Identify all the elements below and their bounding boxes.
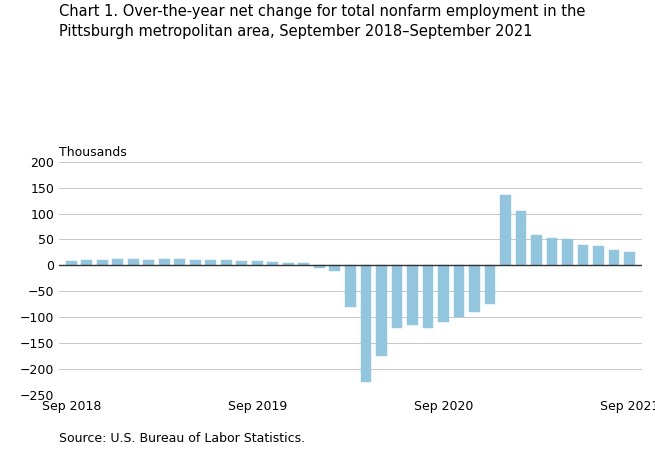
Bar — [360, 265, 371, 382]
Bar — [252, 261, 263, 265]
Text: Source: U.S. Bureau of Labor Statistics.: Source: U.S. Bureau of Labor Statistics. — [59, 431, 305, 445]
Bar — [329, 265, 341, 271]
Bar — [345, 265, 356, 307]
Bar — [485, 265, 495, 304]
Bar — [624, 252, 635, 265]
Bar — [206, 260, 216, 265]
Bar — [113, 259, 123, 265]
Bar — [128, 259, 139, 265]
Bar — [392, 265, 402, 328]
Bar — [531, 235, 542, 265]
Bar — [376, 265, 387, 356]
Bar — [159, 259, 170, 265]
Bar — [608, 250, 620, 265]
Bar — [299, 263, 309, 265]
Bar — [453, 265, 464, 317]
Bar — [81, 260, 92, 265]
Bar — [562, 239, 573, 265]
Bar — [407, 265, 418, 325]
Bar — [593, 246, 604, 265]
Bar — [174, 259, 185, 265]
Bar — [546, 238, 557, 265]
Bar — [469, 265, 480, 312]
Bar — [578, 245, 588, 265]
Bar — [283, 263, 294, 265]
Bar — [190, 260, 201, 265]
Bar — [500, 195, 511, 265]
Text: Thousands: Thousands — [59, 146, 126, 159]
Bar — [66, 261, 77, 265]
Bar — [267, 262, 278, 265]
Bar — [422, 265, 434, 328]
Text: Chart 1. Over-the-year net change for total nonfarm employment in the
Pittsburgh: Chart 1. Over-the-year net change for to… — [59, 4, 586, 40]
Bar — [221, 260, 232, 265]
Bar — [236, 261, 248, 265]
Bar — [97, 260, 108, 265]
Bar — [314, 265, 325, 268]
Bar — [438, 265, 449, 322]
Bar — [515, 211, 527, 265]
Bar — [143, 260, 155, 265]
